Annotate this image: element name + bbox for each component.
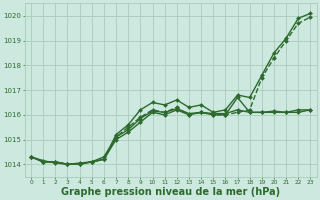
X-axis label: Graphe pression niveau de la mer (hPa): Graphe pression niveau de la mer (hPa) [61, 187, 280, 197]
